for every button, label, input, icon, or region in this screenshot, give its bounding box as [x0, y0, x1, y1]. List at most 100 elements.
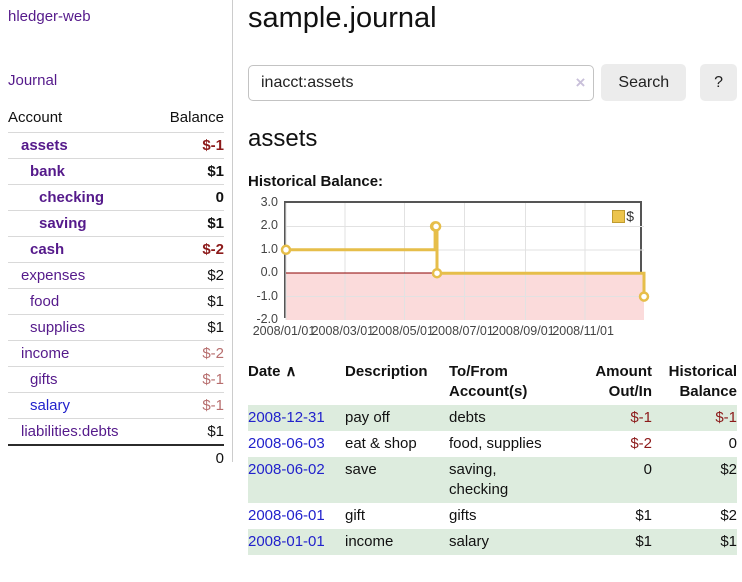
account-balance: $-2 [202, 241, 224, 258]
register-row: 2008-06-03 eat & shop food, supplies $-2 0 [248, 431, 737, 457]
sidebar-account-link-income[interactable]: income [21, 345, 70, 362]
account-row: liabilities:debts $1 [8, 418, 224, 446]
transaction-balance: $1 [720, 533, 737, 550]
account-balance: $1 [207, 163, 224, 180]
account-row: expenses $2 [8, 262, 224, 289]
sidebar-account-link-cash[interactable]: cash [30, 241, 65, 258]
chart-legend: $ [611, 207, 635, 225]
accounts-header-account: Account [8, 109, 63, 126]
register-row: 2008-01-01 income salary $1 $1 [248, 529, 737, 555]
account-heading: assets [248, 125, 318, 152]
register-row: 2008-12-31 pay off debts $-1 $-1 [248, 405, 737, 431]
register-col-to-from: To/From Account(s) [449, 363, 528, 400]
help-button[interactable]: ? [700, 64, 737, 101]
transaction-description: income [345, 533, 394, 550]
chart-svg [280, 203, 650, 320]
account-balance: $-1 [202, 137, 224, 154]
transaction-balance: 0 [728, 435, 737, 452]
sidebar-account-link-saving[interactable]: saving [39, 215, 87, 232]
search-input[interactable] [248, 64, 595, 101]
sidebar-account-link-checking[interactable]: checking [39, 189, 105, 206]
sidebar-account-link-liabilities-debts[interactable]: liabilities:debts [21, 423, 119, 440]
chart-title: Historical Balance: [248, 173, 384, 190]
register-row: 2008-06-02 save saving, checking 0 $2 [248, 457, 737, 503]
account-balance: $1 [207, 319, 224, 336]
account-balance: $1 [207, 215, 224, 232]
account-balance: $-2 [202, 345, 224, 362]
account-row: gifts $-1 [8, 366, 224, 393]
y-tick-label: 0.0 [260, 265, 278, 280]
transaction-date-link[interactable]: 2008-12-31 [248, 409, 325, 426]
chart-y-axis-labels: 3.0 2.0 1.0 0.0 -1.0 -2.0 [248, 195, 278, 326]
sidebar-account-link-assets[interactable]: assets [21, 137, 68, 154]
sidebar-account-link-expenses[interactable]: expenses [21, 267, 86, 284]
historical-balance-chart: 3.0 2.0 1.0 0.0 -1.0 -2.0 $ 2008/01/01 2008/03… [248, 195, 737, 341]
y-tick-label: 2.0 [260, 218, 278, 233]
transaction-description: save [345, 461, 377, 478]
x-tick-label: 2008/05/01 [371, 324, 434, 338]
y-tick-label: 3.0 [260, 195, 278, 209]
account-balance: $1 [207, 423, 224, 440]
accounts-header-row: Account Balance [8, 105, 224, 133]
y-tick-label: 1.0 [260, 241, 278, 256]
register-col-date[interactable]: Date ∧ [248, 363, 297, 380]
transaction-accounts: food, supplies [449, 435, 542, 452]
sidebar-total-row: 0 [8, 445, 224, 471]
transaction-date-link[interactable]: 2008-01-01 [248, 533, 325, 550]
sidebar-total-value: 0 [215, 450, 224, 467]
register-col-description: Description [345, 363, 428, 380]
transaction-amount: $1 [635, 507, 652, 524]
clear-search-icon[interactable]: × [575, 72, 586, 92]
transaction-balance: $-1 [715, 409, 737, 426]
transaction-balance: $2 [720, 507, 737, 524]
account-row: cash $-2 [8, 236, 224, 263]
transaction-accounts: debts [449, 409, 486, 426]
x-tick-label: 2008/09/01 [492, 324, 555, 338]
sidebar-account-link-bank[interactable]: bank [30, 163, 66, 180]
x-tick-label: 2008/01/01 [252, 324, 316, 338]
account-row: assets $-1 [8, 132, 224, 159]
y-tick-label: -1.0 [256, 288, 278, 303]
transaction-amount: $-2 [630, 435, 652, 452]
x-tick-label: 2008/11/01 [552, 324, 614, 338]
sidebar: hledger-web Journal Account Balance asse… [0, 0, 233, 467]
transaction-amount: $-1 [630, 409, 652, 426]
transaction-date-link[interactable]: 2008-06-03 [248, 435, 325, 452]
sidebar-account-link-salary[interactable]: salary [30, 397, 71, 414]
transaction-description: gift [345, 507, 366, 524]
account-row: bank $1 [8, 158, 224, 185]
main-content: sample.journal × Search ? assets Histori… [248, 0, 737, 555]
account-row: income $-2 [8, 340, 224, 367]
legend-swatch-icon [612, 209, 626, 223]
sort-asc-icon: ∧ [285, 363, 297, 380]
legend-label: $ [626, 208, 634, 224]
accounts-header-balance: Balance [169, 109, 224, 126]
register-section: Date ∧ Description To/From Account(s) Amount… [248, 359, 737, 555]
transaction-date-link[interactable]: 2008-06-02 [248, 461, 325, 478]
account-balance: 0 [215, 189, 224, 206]
app-brand-link[interactable]: hledger-web [8, 8, 91, 25]
register-col-amount: Amount Out/In [595, 363, 652, 400]
sidebar-account-link-gifts[interactable]: gifts [30, 371, 58, 388]
account-row: food $1 [8, 288, 224, 315]
search-button[interactable]: Search [601, 64, 687, 101]
register-table: Date ∧ Description To/From Account(s) Amount… [248, 359, 737, 555]
transaction-accounts: saving, checking [449, 461, 509, 498]
account-row: supplies $1 [8, 314, 224, 341]
chart-x-axis-labels: 2008/01/01 2008/03/01 2008/05/01 2008/07/01… [253, 324, 642, 340]
nav-journal-link[interactable]: Journal [8, 72, 58, 89]
transaction-balance: $2 [720, 461, 737, 478]
register-col-historical: Historical Balance [668, 363, 737, 400]
sidebar-account-link-food[interactable]: food [30, 293, 60, 310]
search-form: × Search ? [248, 64, 737, 101]
y-tick-label: -2.0 [256, 312, 278, 326]
page-title: sample.journal [248, 2, 437, 34]
account-row: salary $-1 [8, 392, 224, 419]
sidebar-account-link-supplies[interactable]: supplies [30, 319, 86, 336]
chart-plot-area: $ [280, 201, 650, 320]
register-row: 2008-06-01 gift gifts $1 $2 [248, 503, 737, 529]
x-tick-label: 2008/03/01 [311, 324, 375, 338]
transaction-amount: 0 [643, 461, 652, 478]
account-balance: $-1 [202, 371, 224, 388]
transaction-date-link[interactable]: 2008-06-01 [248, 507, 325, 524]
